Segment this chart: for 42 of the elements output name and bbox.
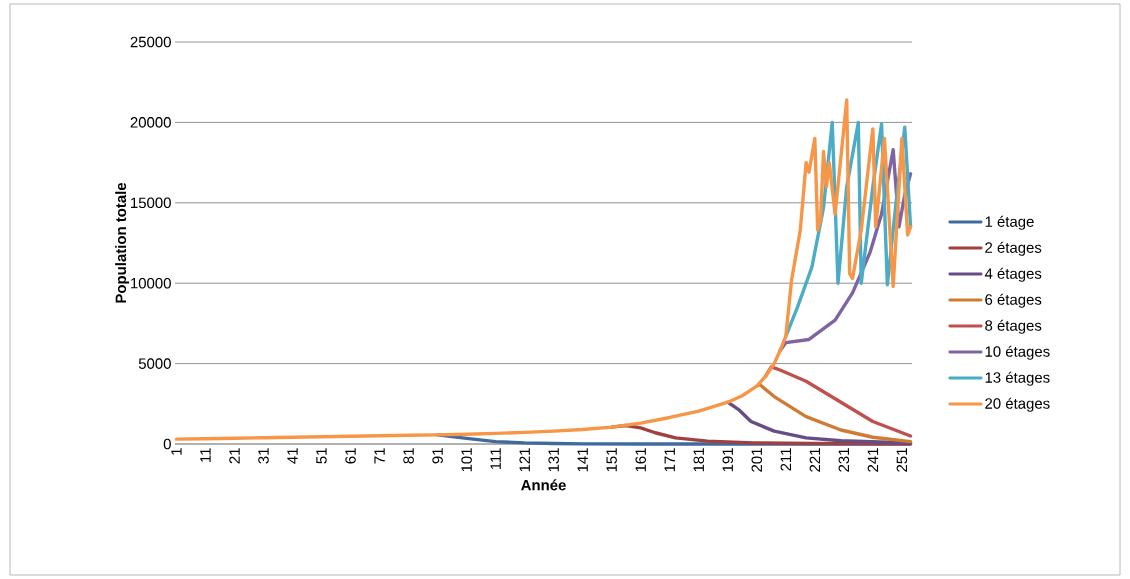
y-tick-label: 15000: [131, 197, 171, 209]
x-tick-label: 121: [519, 448, 530, 472]
y-tick-label: 10000: [131, 277, 171, 289]
y-tick-label: 20000: [130, 117, 171, 128]
x-tick-label: 21: [229, 448, 240, 464]
x-tick-label: 101: [461, 448, 472, 472]
x-tick-label: 141: [577, 448, 588, 472]
y-axis-title: Population totale: [115, 182, 130, 303]
legend-label: 6 étages: [985, 293, 1042, 308]
y-tick-label: 5000: [138, 358, 171, 369]
x-tick-label: 221: [809, 448, 821, 472]
x-tick-label: 211: [780, 448, 792, 471]
x-tick-label: 201: [751, 448, 763, 472]
x-tick-label: 171: [664, 448, 675, 472]
y-tick-label: 0: [163, 438, 171, 450]
legend-label: 8 étages: [985, 319, 1042, 334]
legend-label: 2 étages: [985, 241, 1042, 256]
x-tick-label: 251: [896, 448, 908, 472]
x-tick-label: 31: [258, 448, 269, 464]
x-tick-label: 81: [403, 448, 414, 464]
x-tick-label: 61: [345, 448, 356, 464]
x-tick-label: 151: [606, 448, 617, 472]
legend-label: 1 étage: [985, 215, 1034, 230]
x-tick-label: 111: [490, 448, 501, 470]
x-tick-label: 41: [287, 448, 298, 464]
x-tick-label: 231: [838, 448, 850, 472]
x-tick-label: 51: [316, 448, 327, 464]
y-tick-label: 25000: [130, 36, 171, 48]
legend-label: 13 étages: [985, 371, 1050, 386]
legend-label: 10 étages: [985, 345, 1050, 360]
x-tick-label: 11: [200, 448, 211, 462]
x-tick-label: 91: [432, 448, 443, 464]
x-tick-label: 161: [635, 448, 646, 472]
legend-label: 20 étages: [985, 397, 1050, 412]
x-tick-label: 241: [867, 448, 879, 472]
x-tick-label: 131: [548, 448, 559, 472]
x-tick-label: 71: [374, 448, 385, 464]
x-tick-label: 1: [171, 448, 182, 455]
legend-label: 4 étages: [984, 267, 1042, 282]
x-tick-label: 181: [693, 448, 705, 472]
x-axis-title: Année: [521, 479, 566, 491]
x-tick-label: 191: [722, 448, 734, 472]
